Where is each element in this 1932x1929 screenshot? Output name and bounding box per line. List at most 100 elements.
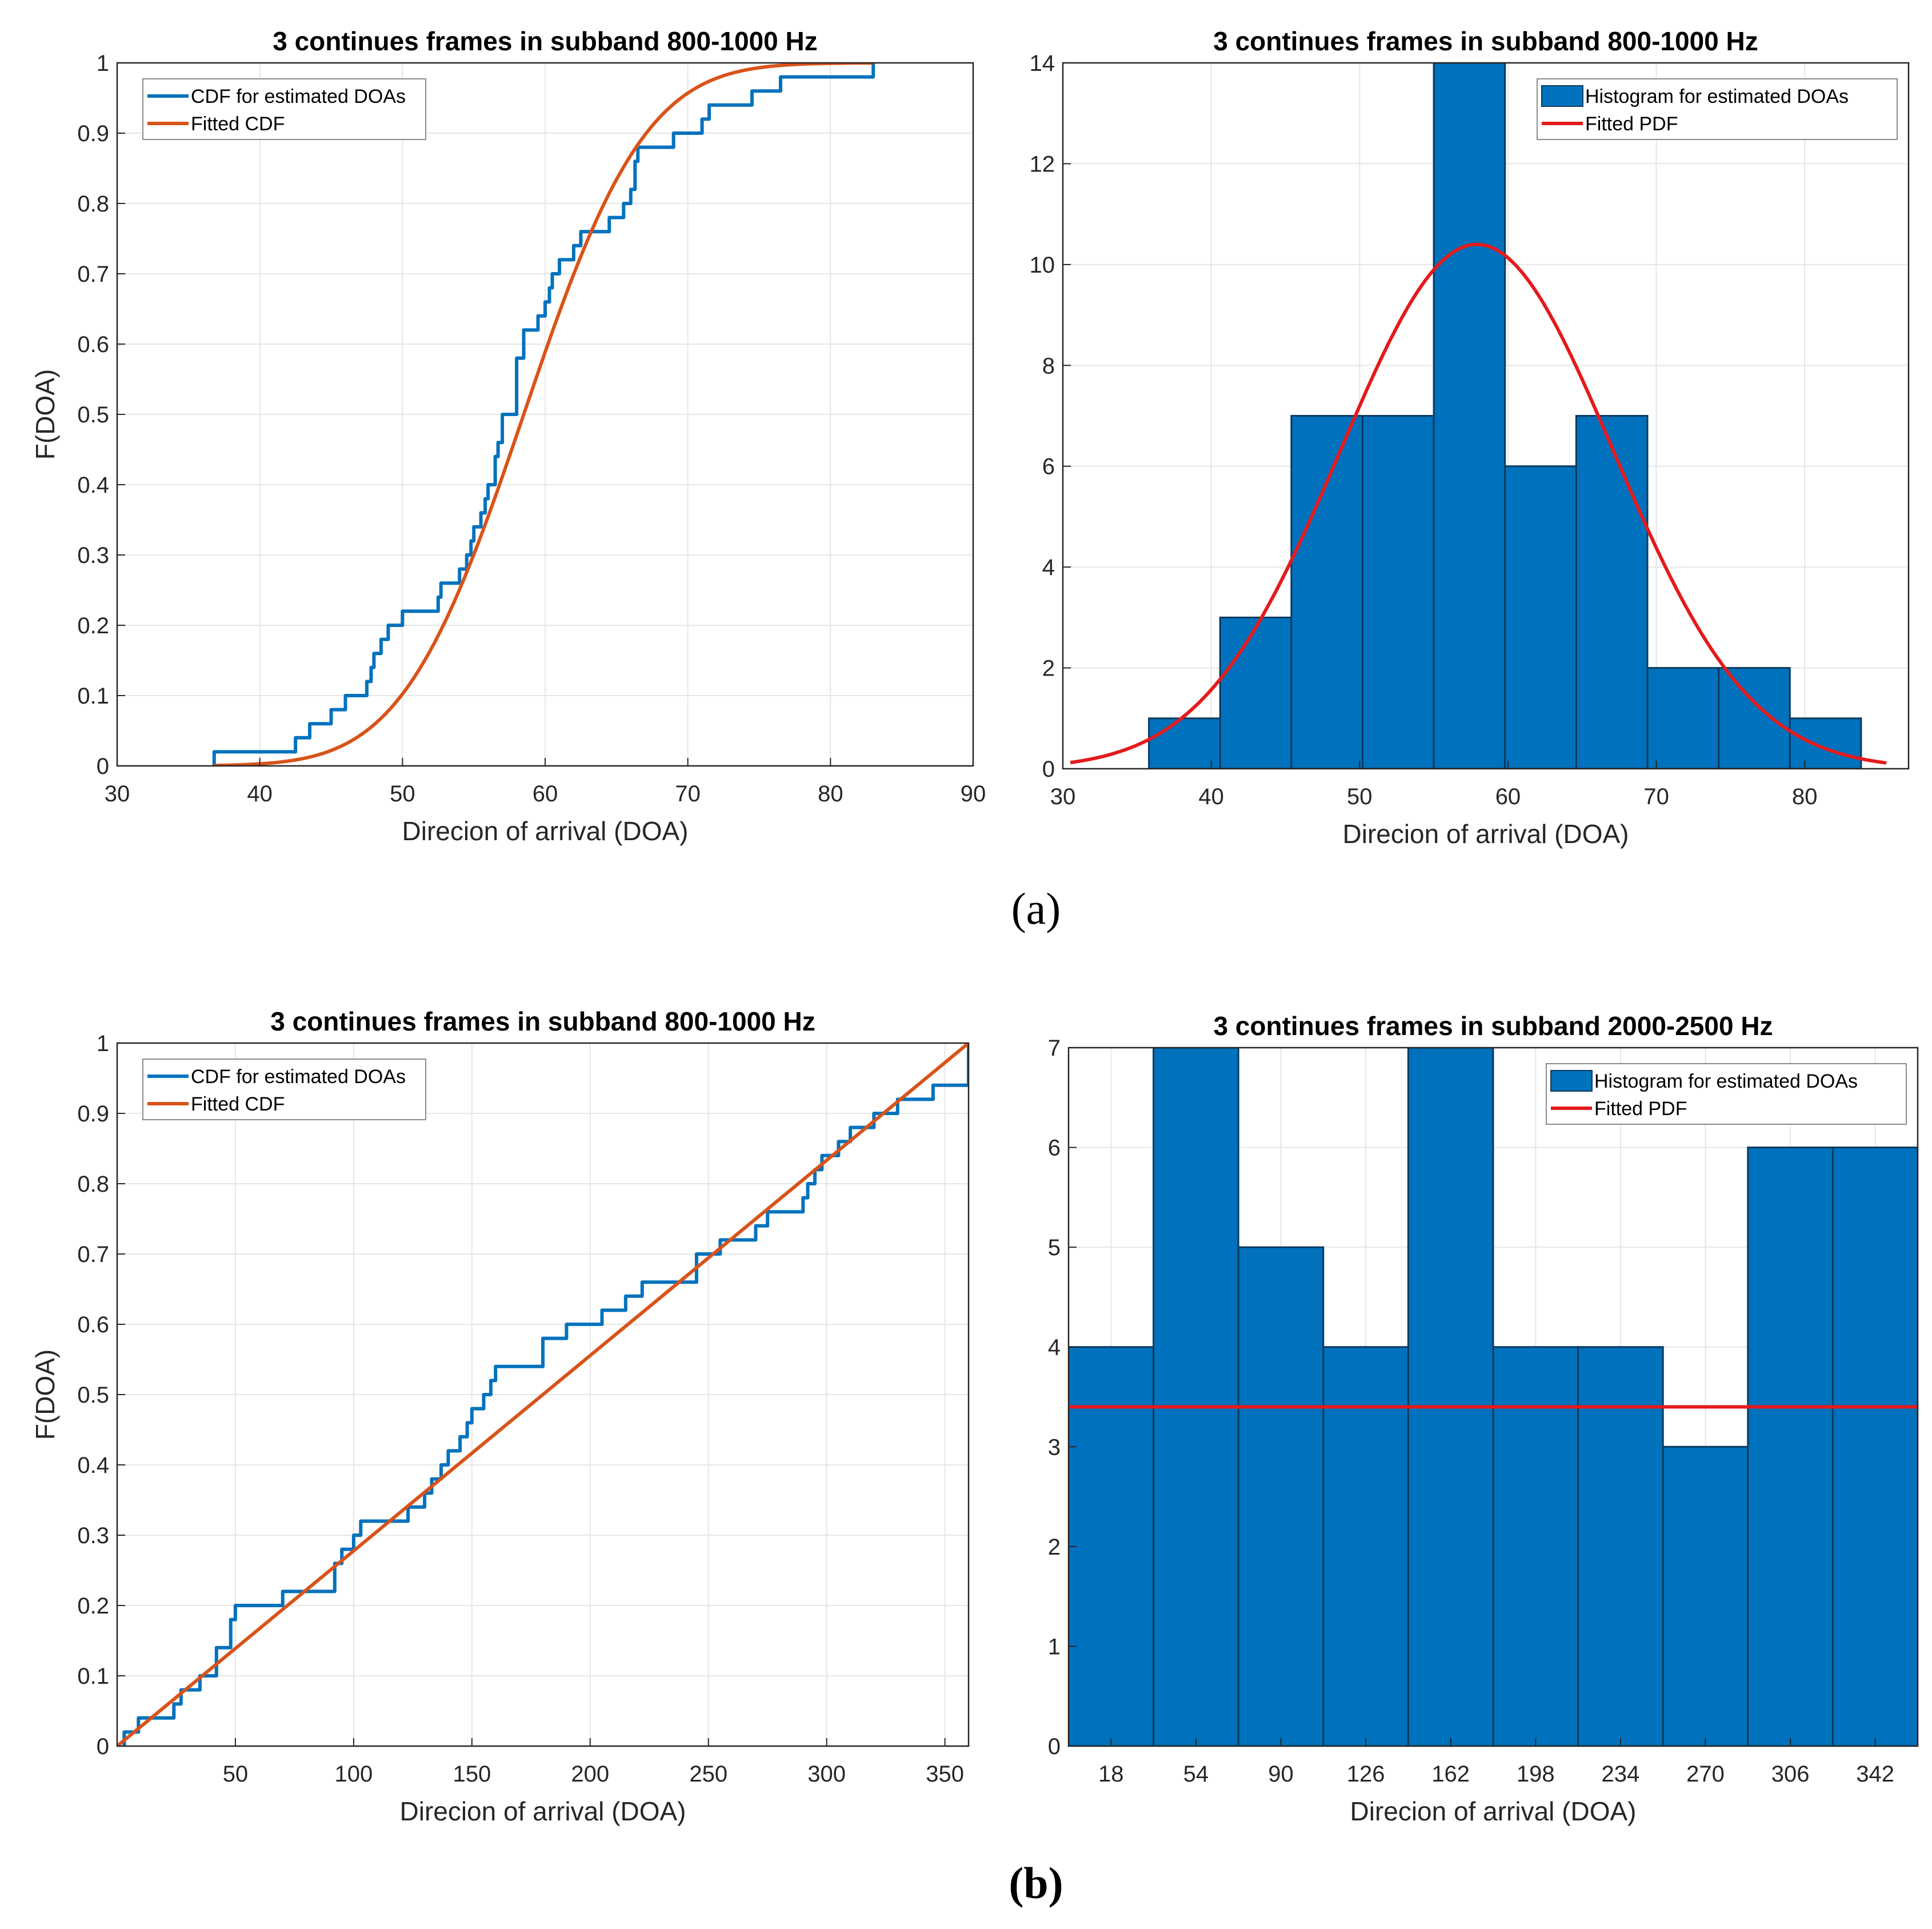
histogram-bar bbox=[1407, 1048, 1494, 1746]
y-tick-label: 0 bbox=[97, 1734, 109, 1759]
y-tick-label: 0.8 bbox=[77, 1172, 109, 1197]
x-tick-label: 150 bbox=[453, 1762, 491, 1787]
x-tick-label: 40 bbox=[1198, 784, 1224, 809]
x-tick-label: 70 bbox=[1643, 784, 1669, 809]
y-tick-label: 0.2 bbox=[77, 1593, 109, 1619]
legend-swatch-histogram bbox=[1550, 1070, 1593, 1092]
x-tick-label: 50 bbox=[1347, 784, 1373, 809]
histogram-bar bbox=[1492, 1346, 1579, 1746]
y-tick-label: 0.9 bbox=[77, 121, 109, 146]
x-tick-label: 162 bbox=[1431, 1762, 1470, 1787]
histogram-bar bbox=[1747, 1147, 1834, 1746]
y-tick-label: 0.1 bbox=[77, 684, 109, 709]
legend-label: Fitted PDF bbox=[1585, 113, 1678, 135]
axes-box bbox=[1067, 1047, 1919, 1747]
x-tick-label: 200 bbox=[571, 1762, 609, 1787]
histogram-bar bbox=[1433, 63, 1506, 769]
histogram-bar bbox=[1219, 616, 1293, 769]
x-tick-label: 342 bbox=[1856, 1762, 1894, 1787]
x-tick-label: 50 bbox=[390, 781, 415, 806]
y-tick-label: 0.5 bbox=[77, 1383, 109, 1408]
chart-a-right: 30 40 50 60 70 80 0 2 4 6 8 10 12 14 3 continues frame… bbox=[1030, 26, 1910, 849]
series-line-normal-cdf bbox=[214, 63, 874, 766]
legend: CDF for estimated DOAs Fitted CDF bbox=[142, 78, 426, 140]
y-tick-label: 8 bbox=[1042, 353, 1055, 378]
x-tick-label: 80 bbox=[1792, 784, 1818, 809]
histogram-bar bbox=[1504, 465, 1577, 769]
y-tick-label: 6 bbox=[1042, 454, 1055, 480]
x-tick-label: 100 bbox=[335, 1762, 373, 1787]
y-tick-label: 0.3 bbox=[77, 1523, 109, 1548]
x-axis-label: Direcion of arrival (DOA) bbox=[400, 1796, 686, 1826]
x-tick-label: 30 bbox=[105, 781, 130, 806]
y-tick-label: 0.9 bbox=[77, 1101, 109, 1127]
y-tick-label: 7 bbox=[1048, 1036, 1061, 1061]
plot-content bbox=[1069, 1048, 1918, 1746]
y-tick-label: 1 bbox=[97, 1031, 109, 1056]
x-tick-label: 50 bbox=[223, 1762, 249, 1787]
x-tick-label: 198 bbox=[1517, 1762, 1555, 1787]
legend-label: Histogram for estimated DOAs bbox=[1585, 86, 1849, 107]
y-tick-label: 4 bbox=[1048, 1335, 1061, 1360]
legend-label: Fitted CDF bbox=[191, 113, 285, 135]
legend-swatch-histogram bbox=[1541, 85, 1583, 107]
legend-box bbox=[1537, 78, 1898, 140]
histogram-bar bbox=[1069, 1346, 1155, 1746]
chart-title: 3 continues frames in subband 800-1000 H… bbox=[273, 26, 818, 56]
x-tick-label: 30 bbox=[1050, 784, 1076, 809]
chart-title: 3 continues frames in subband 800-1000 H… bbox=[270, 1007, 815, 1036]
histogram-bar bbox=[1718, 667, 1791, 769]
plot-content bbox=[212, 63, 875, 766]
y-tick-label: 0 bbox=[1048, 1734, 1061, 1759]
y-tick-label: 5 bbox=[1048, 1235, 1061, 1260]
legend: Histogram for estimated DOAs Fitted PDF bbox=[1546, 1063, 1907, 1125]
y-tick-label: 0.1 bbox=[77, 1664, 109, 1689]
legend-box bbox=[142, 1059, 426, 1120]
x-tick-label: 234 bbox=[1602, 1762, 1640, 1787]
legend-label: Histogram for estimated DOAs bbox=[1594, 1071, 1858, 1092]
series-line-normal-pdf bbox=[1070, 242, 1887, 765]
y-tick-label: 0 bbox=[1042, 757, 1055, 782]
y-tick-label: 0.3 bbox=[77, 543, 109, 568]
x-tick-label: 270 bbox=[1686, 1762, 1725, 1787]
axes-box bbox=[1062, 62, 1910, 770]
x-tick-label: 350 bbox=[926, 1762, 964, 1787]
histogram-bar bbox=[1646, 667, 1720, 769]
plot-content bbox=[1070, 63, 1887, 769]
histogram-bar bbox=[1290, 415, 1363, 769]
plot-content bbox=[117, 1043, 969, 1746]
x-tick-label: 60 bbox=[533, 781, 558, 806]
y-tick-label: 10 bbox=[1030, 253, 1055, 278]
y-tick-label: 0.2 bbox=[77, 613, 109, 638]
x-tick-label: 306 bbox=[1771, 1762, 1810, 1787]
caption-b: (b) bbox=[1009, 1858, 1063, 1908]
legend: Histogram for estimated DOAs Fitted PDF bbox=[1537, 78, 1898, 140]
legend-label: CDF for estimated DOAs bbox=[191, 1066, 406, 1088]
y-tick-label: 2 bbox=[1042, 656, 1055, 681]
y-tick-label: 1 bbox=[97, 51, 109, 76]
x-tick-label: 90 bbox=[1268, 1762, 1294, 1787]
x-tick-label: 70 bbox=[675, 781, 701, 806]
histogram-bar bbox=[1831, 1147, 1918, 1746]
x-axis-label: Direcion of arrival (DOA) bbox=[1350, 1796, 1637, 1826]
y-tick-label: 0.4 bbox=[77, 473, 109, 498]
histogram-bar bbox=[1148, 717, 1221, 769]
legend-label: Fitted CDF bbox=[191, 1093, 285, 1115]
x-tick-label: 250 bbox=[689, 1762, 727, 1787]
legend-label: Fitted PDF bbox=[1594, 1098, 1687, 1120]
y-tick-label: 6 bbox=[1048, 1136, 1061, 1161]
chart-title: 3 continues frames in subband 800-1000 H… bbox=[1213, 26, 1758, 56]
legend-box bbox=[142, 78, 426, 140]
x-tick-label: 60 bbox=[1495, 784, 1521, 809]
legend-label: CDF for estimated DOAs bbox=[191, 86, 406, 107]
y-tick-label: 0.6 bbox=[77, 1312, 109, 1337]
legend-box bbox=[1546, 1063, 1907, 1125]
y-tick-label: 0.4 bbox=[77, 1453, 109, 1478]
caption-a: (a) bbox=[1011, 884, 1061, 933]
x-tick-label: 90 bbox=[961, 781, 986, 806]
x-tick-label: 40 bbox=[247, 781, 273, 806]
y-tick-label: 0.8 bbox=[77, 191, 109, 217]
